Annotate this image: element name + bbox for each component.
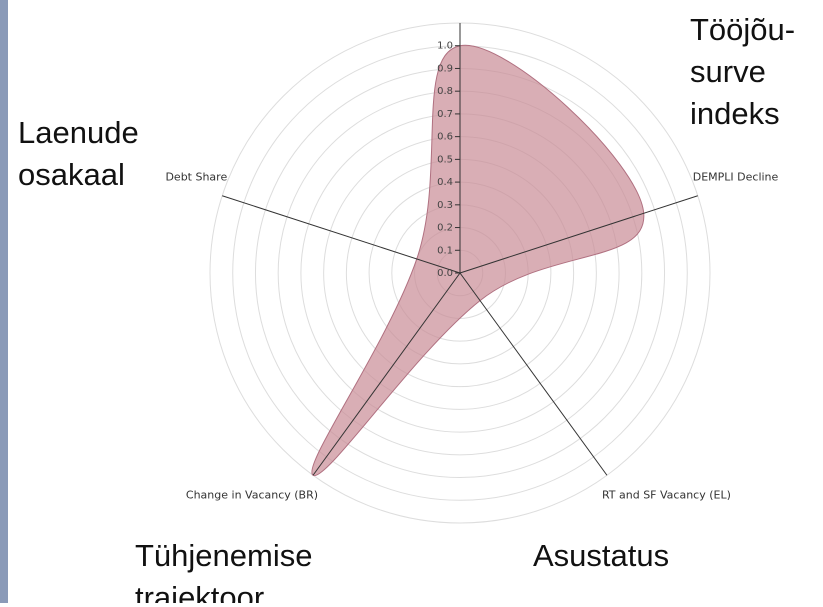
y-tick-label: 0.6 (437, 132, 453, 143)
radar-area (311, 44, 645, 476)
y-tick-label: 1.0 (437, 41, 453, 52)
y-tick-label: 0.1 (437, 245, 453, 256)
annotation: trajektoor (135, 580, 264, 603)
axis-label: DEMPLI Decline (693, 171, 779, 184)
y-tick-label: 0.0 (437, 268, 453, 279)
annotation: Tööjõu- (690, 12, 795, 47)
axis-line (312, 272, 461, 476)
side-stripe (0, 0, 8, 603)
annotation: osakaal (18, 157, 125, 192)
y-tick-label: 0.3 (437, 200, 453, 211)
axis-line (459, 272, 608, 476)
annotation: indeks (690, 96, 780, 131)
axis-line (459, 195, 698, 274)
axis-label: Debt Share (165, 171, 227, 184)
y-tick-label: 0.4 (437, 177, 453, 188)
annotation: surve (690, 54, 766, 89)
axis-line (222, 195, 461, 274)
y-tick-label: 0.2 (437, 223, 453, 234)
axis-label: RT and SF Vacancy (EL) (602, 488, 731, 501)
annotation: Laenude (18, 115, 139, 150)
axis-label: Change in Vacancy (BR) (186, 488, 318, 501)
annotation: Tühjenemise (135, 538, 312, 573)
y-tick-label: 0.5 (437, 154, 453, 165)
y-tick-label: 0.8 (437, 86, 453, 97)
annotation: Asustatus (533, 538, 669, 573)
y-tick-label: 0.9 (437, 63, 453, 74)
y-tick-label: 0.7 (437, 109, 453, 120)
